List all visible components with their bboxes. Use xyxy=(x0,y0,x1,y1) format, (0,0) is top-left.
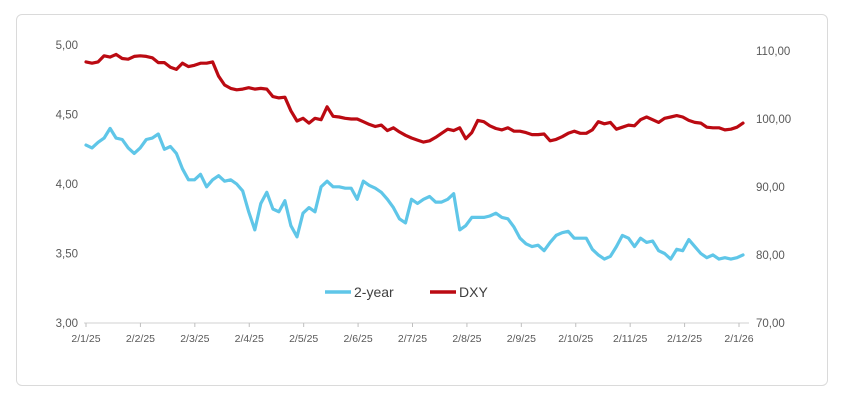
y-right-tick-label: 90,00 xyxy=(756,182,785,194)
x-tick-label: 2/1/25 xyxy=(71,333,100,345)
x-tick-label: 2/12/25 xyxy=(667,333,702,345)
y-left-tick-label: 3,50 xyxy=(56,249,78,261)
y-left-tick-label: 5,00 xyxy=(56,40,78,52)
series-line-2-year xyxy=(84,126,745,261)
y-left-tick-label: 3,00 xyxy=(56,318,78,330)
legend-label-dxy: DXY xyxy=(459,284,488,300)
y-right-tick-label: 110,00 xyxy=(756,46,790,58)
x-tick-label: 2/4/25 xyxy=(235,333,264,345)
x-tick-label: 2/11/25 xyxy=(613,333,647,345)
y-left-tick-label: 4,50 xyxy=(56,110,78,122)
y-right-tick-label: 70,00 xyxy=(756,318,785,330)
x-tick-label: 2/10/25 xyxy=(558,333,593,345)
legend-label-2-year: 2-year xyxy=(354,284,394,300)
x-tick-label: 2/8/25 xyxy=(452,333,481,345)
y-left-tick-label: 4,00 xyxy=(56,179,78,191)
y-right-tick-label: 80,00 xyxy=(756,250,785,262)
x-tick-label: 2/7/25 xyxy=(398,333,427,345)
x-tick-label: 2/1/26 xyxy=(724,333,753,345)
x-tick-label: 2/3/25 xyxy=(180,333,209,345)
y-right-tick-label: 100,00 xyxy=(756,114,791,126)
chart-card: 2/1/25 2/2/25 2/3/25 2/4/25 2/5/25 2/6/25 2/7/… xyxy=(16,14,828,386)
x-tick-label: 2/9/25 xyxy=(507,333,536,345)
x-tick-label: 2/5/25 xyxy=(289,333,318,345)
x-tick-label: 2/6/25 xyxy=(343,333,372,345)
x-tick-label: 2/2/25 xyxy=(126,333,155,345)
series-line-dxy xyxy=(84,52,745,144)
line-chart: 2/1/25 2/2/25 2/3/25 2/4/25 2/5/25 2/6/25 2/7/… xyxy=(56,40,792,345)
